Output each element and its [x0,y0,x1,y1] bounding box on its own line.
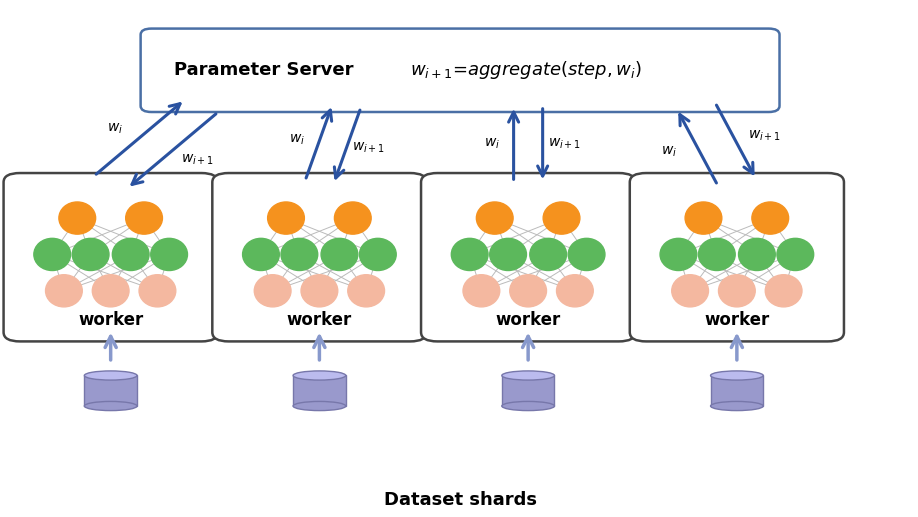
Ellipse shape [672,275,709,307]
Text: $w_i$: $w_i$ [106,121,122,136]
Ellipse shape [489,238,526,270]
Ellipse shape [84,401,137,410]
FancyBboxPatch shape [4,173,218,341]
Ellipse shape [84,371,137,380]
Ellipse shape [711,401,763,410]
Polygon shape [84,375,137,406]
Text: Parameter Server: Parameter Server [174,62,353,79]
Ellipse shape [126,202,162,234]
Ellipse shape [476,202,513,234]
Ellipse shape [739,238,776,270]
Ellipse shape [321,238,358,270]
Ellipse shape [502,401,554,410]
Ellipse shape [556,275,593,307]
Ellipse shape [281,238,318,270]
Ellipse shape [777,238,813,270]
Ellipse shape [543,202,580,234]
Text: $w_i$: $w_i$ [289,133,306,147]
Text: worker: worker [78,311,143,328]
Ellipse shape [293,371,346,380]
Ellipse shape [463,275,499,307]
Polygon shape [502,375,554,406]
Text: $w_{i+1}$=$\mathit{aggregate}(\mathit{step},w_i)$: $w_{i+1}$=$\mathit{aggregate}(\mathit{st… [410,59,642,81]
Ellipse shape [719,275,756,307]
FancyBboxPatch shape [140,28,779,112]
Ellipse shape [568,238,605,270]
Text: worker: worker [286,311,352,328]
Polygon shape [711,375,763,406]
Ellipse shape [151,238,187,270]
Text: Dataset shards: Dataset shards [384,491,536,509]
Ellipse shape [139,275,175,307]
Ellipse shape [766,275,802,307]
Ellipse shape [34,238,71,270]
Ellipse shape [268,202,305,234]
Ellipse shape [752,202,789,234]
Ellipse shape [360,238,397,270]
Ellipse shape [73,238,109,270]
Text: $w_{i+1}$: $w_{i+1}$ [548,137,581,151]
Ellipse shape [242,238,279,270]
Ellipse shape [685,202,722,234]
Ellipse shape [348,275,385,307]
Ellipse shape [293,401,346,410]
Text: $w_i$: $w_i$ [484,137,499,151]
Polygon shape [293,375,346,406]
Ellipse shape [452,238,488,270]
FancyBboxPatch shape [421,173,635,341]
Ellipse shape [334,202,371,234]
Text: worker: worker [704,311,769,328]
Ellipse shape [93,275,129,307]
Ellipse shape [254,275,291,307]
Text: $w_i$: $w_i$ [661,145,677,159]
FancyBboxPatch shape [630,173,844,341]
Ellipse shape [509,275,546,307]
FancyBboxPatch shape [212,173,427,341]
Ellipse shape [530,238,566,270]
Ellipse shape [660,238,697,270]
Text: $w_{i+1}$: $w_{i+1}$ [352,141,386,155]
Ellipse shape [301,275,338,307]
Ellipse shape [699,238,735,270]
Text: $w_{i+1}$: $w_{i+1}$ [747,129,781,143]
Ellipse shape [711,371,763,380]
Ellipse shape [59,202,95,234]
Text: $w_{i+1}$: $w_{i+1}$ [181,153,214,167]
Text: worker: worker [496,311,561,328]
Ellipse shape [46,275,83,307]
Ellipse shape [112,238,149,270]
Ellipse shape [502,371,554,380]
